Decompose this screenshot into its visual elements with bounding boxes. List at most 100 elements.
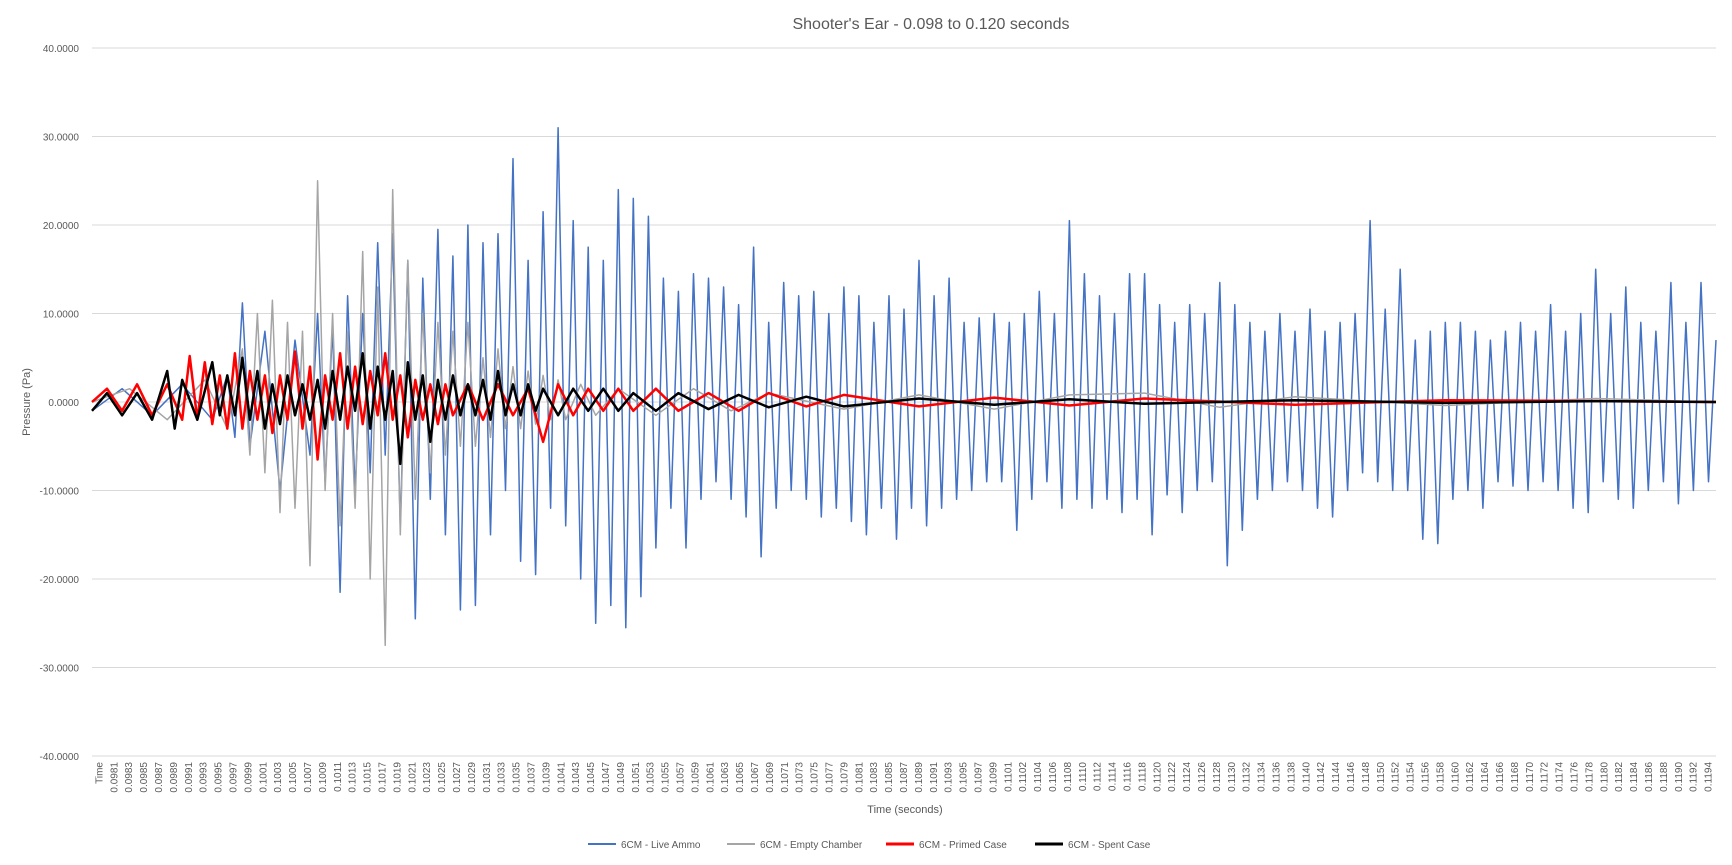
x-tick-label: 0.1132 [1242, 762, 1253, 792]
x-tick-label: 0.1005 [288, 762, 299, 793]
x-tick-label: 0.1023 [422, 762, 433, 793]
y-tick-label: 30.0000 [43, 133, 80, 144]
x-tick-label: 0.1009 [318, 762, 329, 793]
x-tick-label: 0.1087 [899, 762, 910, 793]
x-tick-label: 0.1114 [1108, 762, 1119, 792]
x-tick-label: 0.1025 [437, 762, 448, 793]
x-tick-label: 0.1112 [1093, 762, 1104, 792]
x-tick-label: 0.1144 [1331, 762, 1342, 792]
x-tick-label: 0.0995 [214, 762, 225, 793]
x-tick-label: 0.1194 [1704, 762, 1715, 792]
x-tick-label: 0.1106 [1048, 762, 1059, 792]
x-tick-label: 0.1134 [1257, 762, 1268, 792]
x-tick-label: 0.1037 [527, 762, 538, 793]
x-tick-label: 0.1047 [601, 762, 612, 793]
x-tick-label: 0.1170 [1525, 762, 1536, 792]
x-tick-label: 0.0997 [229, 762, 240, 793]
x-tick-label: 0.1142 [1316, 762, 1327, 792]
x-tick-label: 0.1079 [839, 762, 850, 793]
x-tick-label: 0.1077 [825, 762, 836, 793]
legend-label: 6CM - Primed Case [919, 840, 1007, 851]
chart-title: Shooter's Ear - 0.098 to 0.120 seconds [792, 16, 1069, 33]
x-tick-label: 0.1099 [988, 762, 999, 793]
x-tick-label: 0.1013 [348, 762, 359, 793]
x-tick-label: 0.1059 [690, 762, 701, 793]
x-tick-label: 0.1152 [1391, 762, 1402, 792]
x-tick-label: 0.1101 [1003, 762, 1014, 792]
x-tick-label: 0.1051 [631, 762, 642, 793]
x-tick-label: 0.1146 [1346, 762, 1357, 792]
x-tick-label: 0.1116 [1123, 762, 1134, 792]
x-tick-label: 0.1039 [541, 762, 552, 793]
x-tick-label: 0.1045 [586, 762, 597, 793]
x-tick-label: 0.1118 [1137, 762, 1148, 792]
x-tick-label: 0.1055 [661, 762, 672, 793]
x-tick-label: 0.0989 [169, 762, 180, 793]
x-tick-label: 0.1091 [929, 762, 940, 793]
x-tick-label: 0.1075 [810, 762, 821, 793]
y-axis-tick-labels: 40.0000 30.0000 20.0000 10.0000 0.0000 -10.00… [40, 44, 80, 763]
x-tick-label: 0.1097 [974, 762, 985, 793]
x-tick-label: 0.1067 [750, 762, 761, 793]
x-tick-label: 0.1063 [720, 762, 731, 793]
y-tick-label: 0.0000 [48, 398, 79, 409]
x-tick-label: 0.1148 [1361, 762, 1372, 792]
x-tick-label: 0.1184 [1629, 762, 1640, 792]
x-tick-label: 0.0987 [154, 762, 165, 793]
x-tick-label: 0.1110 [1078, 762, 1089, 792]
y-tick-label: -20.0000 [40, 575, 80, 586]
x-tick-label: 0.1176 [1570, 762, 1581, 792]
x-tick-label: 0.0993 [199, 762, 210, 793]
x-tick-label: 0.1021 [407, 762, 418, 793]
y-tick-label: -40.0000 [40, 752, 80, 763]
x-tick-label: 0.1124 [1182, 762, 1193, 792]
x-tick-label: 0.1003 [273, 762, 284, 793]
x-tick-label: 0.1031 [482, 762, 493, 793]
x-tick-label: 0.1182 [1614, 762, 1625, 792]
x-tick-label: 0.1083 [869, 762, 880, 793]
x-tick-label: 0.1168 [1510, 762, 1521, 792]
x-tick-label: 0.1011 [333, 762, 344, 792]
x-tick-label: 0.0983 [124, 762, 135, 793]
y-tick-label: -10.0000 [40, 487, 80, 498]
x-tick-label: 0.0981 [109, 762, 120, 793]
x-tick-label: 0.1089 [914, 762, 925, 793]
x-tick-label: Time [94, 762, 105, 784]
x-tick-label: 0.1095 [959, 762, 970, 793]
x-tick-label: 0.1027 [452, 762, 463, 793]
x-tick-label: 0.1033 [497, 762, 508, 793]
x-tick-label: 0.1158 [1435, 762, 1446, 792]
x-tick-label: 0.1130 [1227, 762, 1238, 792]
x-tick-label: 0.1071 [780, 762, 791, 793]
y-tick-label: 40.0000 [43, 44, 80, 55]
x-tick-label: 0.1190 [1674, 762, 1685, 792]
x-axis-tick-labels: Time 0.0981 0.0983 0.0985 0.0987 0.0989 0.0991… [94, 762, 1714, 793]
x-tick-label: 0.1108 [1063, 762, 1074, 792]
x-tick-label: 0.1001 [258, 762, 269, 793]
x-tick-label: 0.1019 [392, 762, 403, 793]
x-tick-label: 0.1093 [944, 762, 955, 793]
x-tick-label: 0.1128 [1212, 762, 1223, 792]
x-tick-label: 0.1061 [705, 762, 716, 793]
x-tick-label: 0.1164 [1480, 762, 1491, 792]
x-tick-label: 0.1160 [1450, 762, 1461, 792]
x-tick-label: 0.1174 [1555, 762, 1566, 792]
x-tick-label: 0.1057 [676, 762, 687, 793]
series-line-2 [91, 180, 1717, 647]
x-tick-label: 0.1085 [884, 762, 895, 793]
x-tick-label: 0.1166 [1495, 762, 1506, 792]
x-tick-label: 0.1081 [854, 762, 865, 793]
x-tick-label: 0.1156 [1421, 762, 1432, 792]
x-tick-label: 0.1041 [556, 762, 567, 793]
x-tick-label: 0.1035 [512, 762, 523, 793]
x-tick-label: 0.1015 [363, 762, 374, 793]
x-tick-label: 0.1120 [1152, 762, 1163, 792]
x-tick-label: 0.1069 [765, 762, 776, 793]
series-layer [91, 126, 1717, 647]
y-tick-label: -30.0000 [40, 664, 80, 675]
x-tick-label: 0.1029 [467, 762, 478, 793]
legend-label: 6CM - Empty Chamber [760, 840, 863, 851]
x-tick-label: 0.1073 [795, 762, 806, 793]
